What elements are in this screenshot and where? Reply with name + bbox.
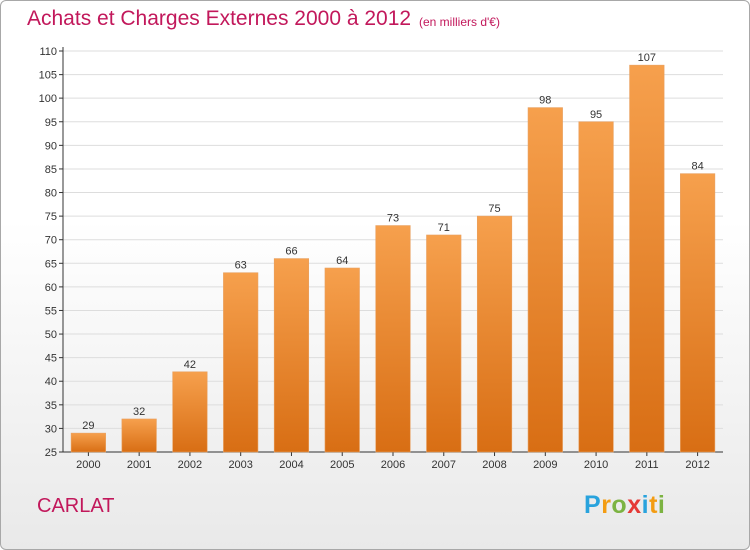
bar-value-label: 107 <box>638 52 656 64</box>
y-tick-label: 65 <box>45 258 57 270</box>
y-tick-label: 45 <box>45 353 57 365</box>
y-tick-label: 105 <box>39 70 57 82</box>
logo-letter: i <box>657 491 666 519</box>
bar <box>172 371 208 453</box>
y-tick-label: 85 <box>45 164 57 176</box>
y-tick-label: 50 <box>45 329 57 341</box>
logo-letter: t <box>649 491 658 519</box>
y-tick-label: 40 <box>45 376 57 388</box>
bar <box>273 258 310 453</box>
chart-subtitle: (en milliers d'€) <box>419 15 500 29</box>
y-tick-label: 70 <box>45 235 57 247</box>
bar <box>70 432 106 453</box>
bars <box>70 64 716 453</box>
logo-letter: o <box>611 491 628 519</box>
bar <box>578 121 614 453</box>
x-tick-label: 2002 <box>178 459 202 471</box>
bar-value-label: 98 <box>539 95 551 107</box>
x-tick-label: 2010 <box>584 459 608 471</box>
proxiti-logo: Proxiti <box>584 491 665 520</box>
bar <box>121 418 157 453</box>
x-tick-label: 2007 <box>432 459 456 471</box>
x-tick-label: 2011 <box>635 459 659 471</box>
bar <box>629 64 665 453</box>
bar-value-label: 73 <box>387 213 399 225</box>
bar-value-label: 63 <box>235 260 247 272</box>
x-tick-label: 2004 <box>279 459 303 471</box>
y-tick-label: 35 <box>45 400 57 412</box>
y-tick-label: 95 <box>45 117 57 129</box>
y-tick-label: 60 <box>45 282 57 294</box>
bar-value-label: 29 <box>82 420 94 432</box>
y-tick-label: 55 <box>45 305 57 317</box>
bar-value-label: 66 <box>285 246 297 258</box>
x-tick-label: 2001 <box>127 459 151 471</box>
bar <box>426 234 462 453</box>
y-tick-label: 80 <box>45 188 57 200</box>
bar <box>476 215 513 453</box>
x-tick-label: 2005 <box>330 459 354 471</box>
bar-value-label: 64 <box>336 255 348 267</box>
logo-letter: i <box>641 491 650 519</box>
logo-letter: P <box>584 491 602 519</box>
x-tick-label: 2009 <box>533 459 557 471</box>
logo-letter: x <box>627 491 642 519</box>
x-tick-label: 2003 <box>228 459 252 471</box>
x-tick-label: 2012 <box>685 459 709 471</box>
labels: 25 30 35 40 45 50 55 60 65 70 75 80 85 90 95 100 105 110 2… <box>39 46 710 471</box>
bar-value-label: 71 <box>438 222 450 234</box>
bar <box>527 107 563 453</box>
y-tick-label: 110 <box>39 46 57 58</box>
bar <box>223 272 259 453</box>
y-tick-label: 25 <box>45 447 57 459</box>
commune-name: CARLAT <box>37 495 115 517</box>
bar-value-label: 84 <box>691 161 703 173</box>
y-tick-label: 100 <box>39 93 57 105</box>
x-tick-label: 2000 <box>76 459 100 471</box>
bar <box>324 267 360 453</box>
x-tick-label: 2006 <box>381 459 405 471</box>
chart-title: Achats et Charges Externes 2000 à 2012 <box>27 7 412 30</box>
bar-value-label: 75 <box>488 203 500 215</box>
logo-letter: r <box>601 491 612 519</box>
x-tick-label: 2008 <box>482 459 506 471</box>
y-tick-label: 90 <box>45 140 57 152</box>
bar-value-label: 32 <box>133 406 145 418</box>
y-tick-label: 75 <box>45 211 57 223</box>
bar-value-label: 95 <box>590 109 602 121</box>
bar <box>680 173 716 453</box>
y-tick-label: 30 <box>45 423 57 435</box>
bar <box>375 225 411 453</box>
bar-value-label: 42 <box>184 359 196 371</box>
